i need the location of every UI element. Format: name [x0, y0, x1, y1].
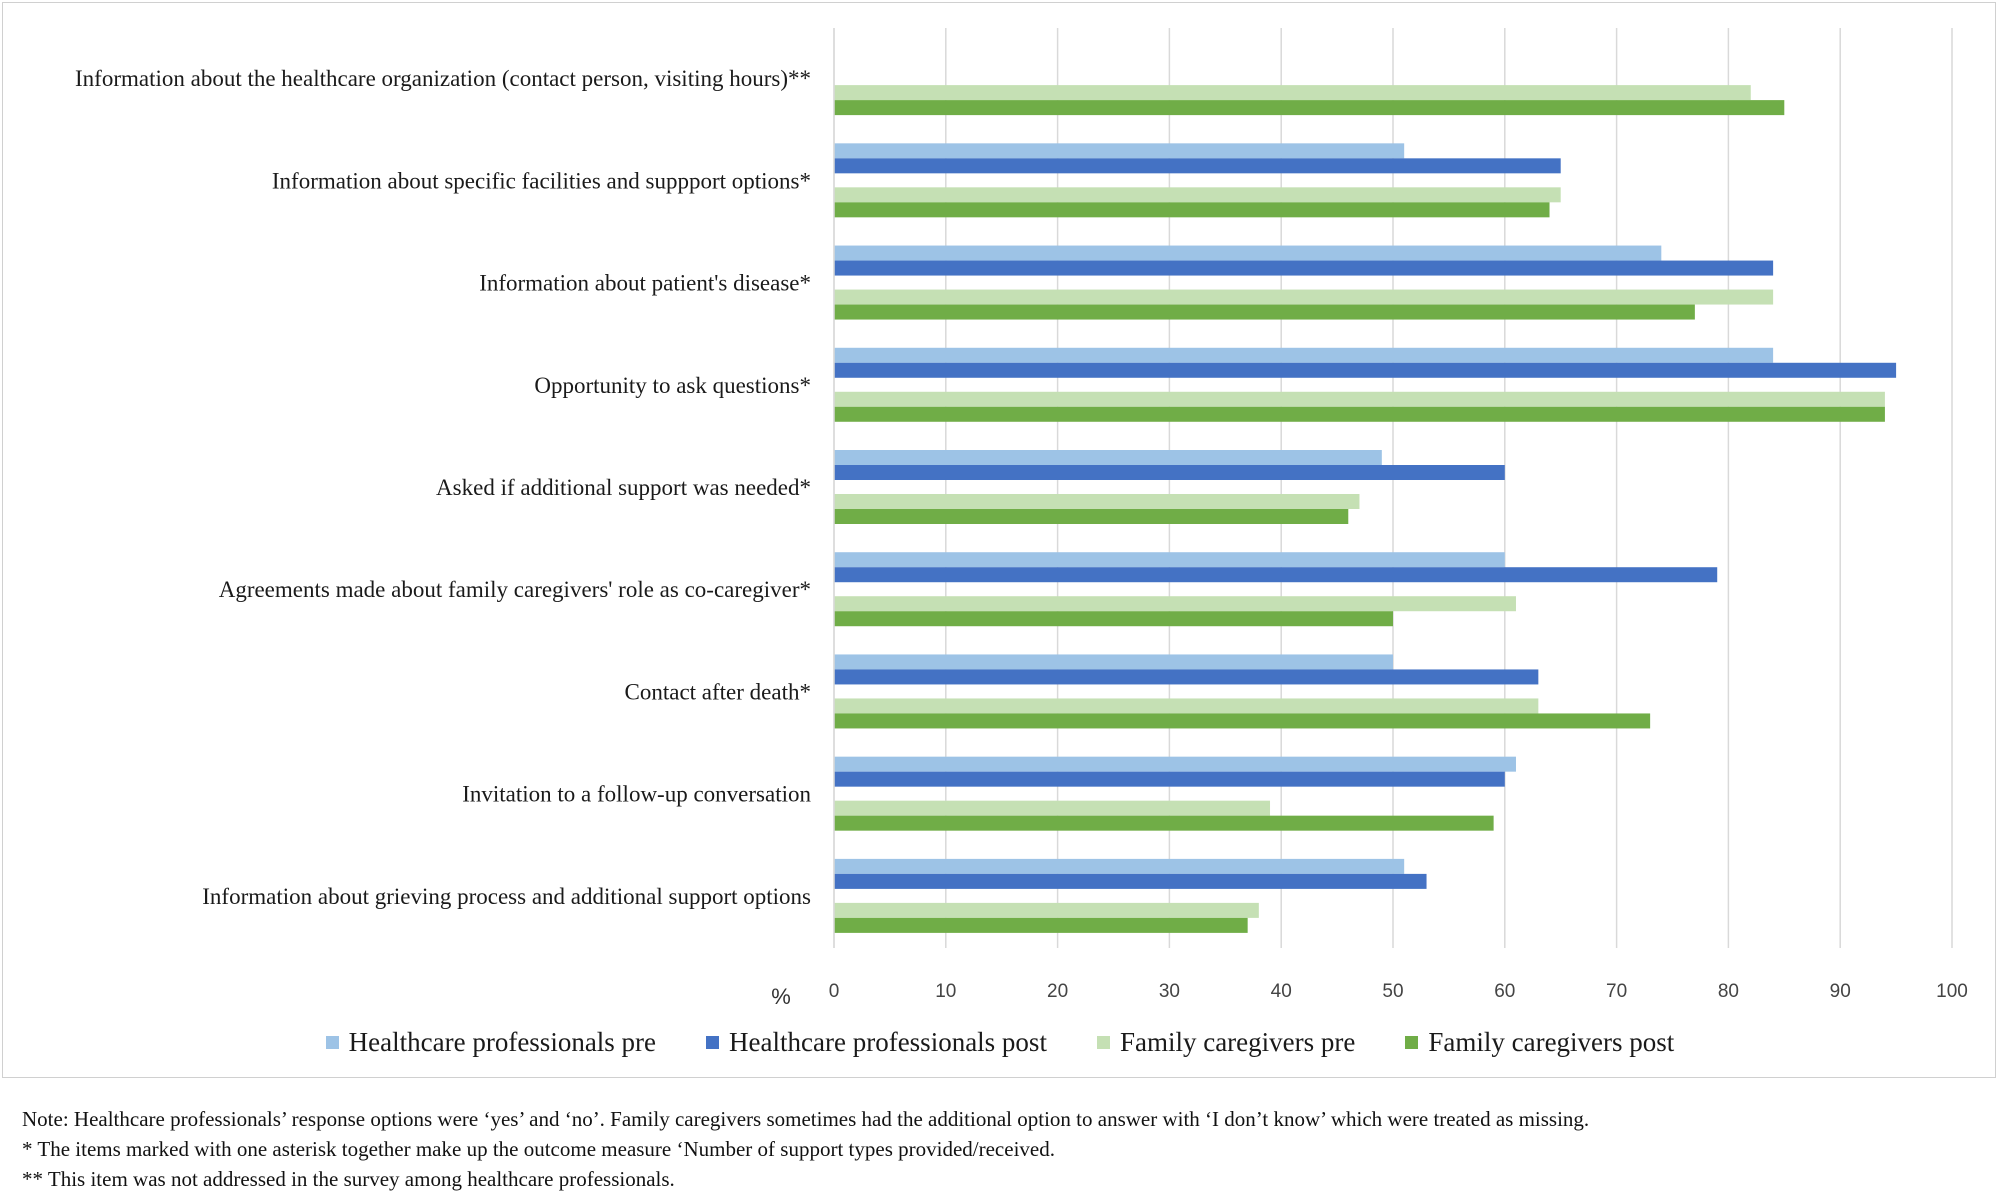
bar	[834, 450, 1382, 465]
category-label: Information about patient's disease*	[479, 271, 811, 296]
bar	[834, 260, 1774, 276]
legend-swatch-fc-post	[1405, 1035, 1419, 1049]
legend-item-hp-post: Healthcare professionals post	[706, 1027, 1047, 1058]
legend-swatch-fc-pre	[1096, 1035, 1110, 1049]
bar	[834, 815, 1494, 831]
note-single-asterisk: * The items marked with one asterisk tog…	[22, 1137, 1055, 1161]
bar	[834, 406, 1885, 422]
bar	[834, 509, 1349, 524]
category-label: Information about the healthcare organiz…	[75, 66, 811, 91]
bar-chart: 0 10 20 30 40 50 60 70 80 90 100% Information about…	[75, 28, 1968, 1009]
bar	[834, 494, 1360, 509]
bar	[834, 187, 1561, 203]
category-label: Information about grieving process and a…	[202, 884, 811, 909]
bar	[834, 917, 1248, 933]
chart-legend: Healthcare professionals pre Healthcare …	[0, 1022, 2000, 1062]
bar	[834, 567, 1718, 583]
legend-item-fc-post: Family caregivers post	[1405, 1027, 1674, 1058]
legend-label-hp-post: Healthcare professionals post	[729, 1026, 1047, 1057]
category-label: Asked if additional support was needed*	[436, 475, 811, 500]
x-tick-label: 40	[1271, 981, 1292, 1002]
bar	[834, 654, 1393, 670]
x-tick-label: 70	[1606, 981, 1627, 1002]
category-label: Opportunity to ask questions*	[534, 373, 811, 398]
x-tick-label: 50	[1382, 981, 1403, 1002]
bar	[834, 902, 1259, 918]
category-label: Invitation to a follow-up conversation	[462, 782, 811, 807]
bar	[834, 596, 1516, 612]
legend-item-hp-pre: Healthcare professionals pre	[325, 1026, 657, 1058]
bar	[834, 304, 1695, 320]
bar	[834, 347, 1774, 363]
bar	[834, 100, 1785, 116]
legend-label-fc-pre: Family caregivers pre	[1119, 1026, 1356, 1057]
note-double-asterisk: ** This item was not addressed in the su…	[22, 1167, 675, 1191]
x-tick-label: 30	[1159, 981, 1180, 1002]
chart-frame	[2, 2, 1996, 1078]
category-label: Agreements made about family caregivers'…	[219, 577, 811, 602]
category-label: Information about specific facilities an…	[272, 168, 811, 193]
x-tick-label: 10	[935, 981, 956, 1002]
x-tick-label: 80	[1718, 981, 1739, 1002]
bar	[834, 465, 1505, 480]
bar	[834, 873, 1427, 889]
bar	[834, 85, 1751, 101]
category-label: Contact after death*	[625, 679, 811, 704]
x-tick-label: 100	[1936, 981, 1968, 1002]
legend-swatch-hp-pre	[325, 1035, 339, 1049]
bar	[834, 143, 1405, 159]
bar	[834, 202, 1550, 218]
legend-label-hp-pre: Healthcare professionals pre	[348, 1026, 657, 1057]
bar	[834, 713, 1651, 729]
x-tick-label: 60	[1494, 981, 1515, 1002]
legend-swatch-hp-post	[706, 1035, 720, 1049]
bar	[834, 800, 1271, 816]
bar	[834, 391, 1885, 407]
bar	[834, 289, 1774, 305]
bar	[834, 669, 1539, 685]
note-response-options: Note: Healthcare professionals’ response…	[22, 1107, 1590, 1131]
bar	[834, 858, 1405, 874]
bar	[834, 158, 1561, 174]
bar	[834, 698, 1539, 714]
chart-notes: Note: Healthcare professionals’ response…	[22, 1104, 1982, 1194]
x-unit-label: %	[771, 984, 791, 1009]
legend-item-fc-pre: Family caregivers pre	[1096, 1026, 1356, 1058]
bar	[834, 771, 1505, 787]
bar	[834, 756, 1516, 772]
bar	[834, 611, 1393, 627]
bar	[834, 245, 1662, 261]
bar	[834, 362, 1897, 378]
x-tick-label: 0	[829, 981, 840, 1002]
x-tick-label: 90	[1830, 981, 1851, 1002]
x-tick-label: 20	[1047, 981, 1068, 1002]
bar	[834, 552, 1505, 568]
legend-label-fc-post: Family caregivers post	[1428, 1026, 1675, 1057]
